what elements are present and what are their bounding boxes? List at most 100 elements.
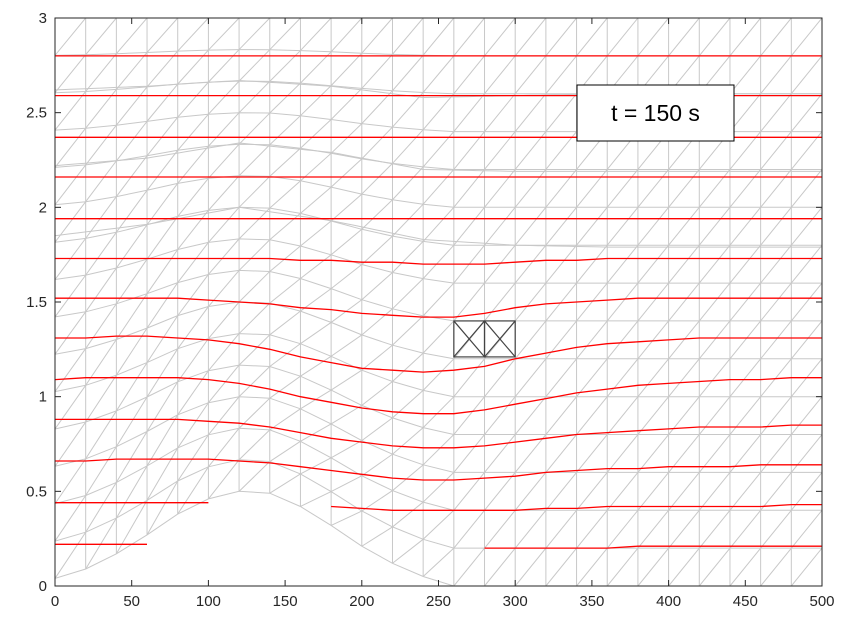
- mesh-diagonal: [484, 472, 516, 511]
- mesh-diagonal: [392, 315, 424, 346]
- mesh-diagonal: [361, 54, 393, 89]
- mesh-diagonal: [422, 472, 455, 503]
- mesh-diagonal: [422, 55, 455, 93]
- mesh-diagonal: [637, 320, 669, 360]
- mesh-diagonal: [422, 93, 455, 131]
- y-tick-label: 3: [39, 10, 47, 27]
- mesh-diagonal: [484, 547, 516, 586]
- mesh-diagonal: [514, 169, 547, 208]
- mesh-diagonal: [361, 453, 393, 477]
- mesh-diagonal: [392, 18, 424, 55]
- mesh-diagonal: [115, 396, 148, 447]
- mesh-diagonal: [760, 358, 792, 397]
- mesh-diagonal: [698, 282, 731, 322]
- mesh-diagonal: [115, 189, 148, 233]
- mesh-diagonal: [146, 282, 179, 329]
- mesh-diagonal: [330, 369, 363, 391]
- series-line: [55, 335, 822, 373]
- mesh-diagonal: [729, 396, 762, 435]
- mesh-diagonal: [392, 427, 424, 455]
- mesh-diagonal: [545, 282, 577, 322]
- mesh-diagonal: [392, 501, 424, 528]
- mesh-diagonal: [576, 169, 608, 208]
- x-tick-label: 200: [349, 593, 374, 610]
- mesh-diagonal: [361, 126, 393, 160]
- mesh-diagonal: [146, 348, 179, 398]
- mesh-diagonal: [637, 509, 669, 549]
- mesh-diagonal: [514, 18, 547, 57]
- mesh-diagonal: [392, 241, 424, 273]
- mesh-diagonal: [55, 348, 87, 392]
- mesh-diagonal: [85, 53, 117, 92]
- x-tick-label: 150: [273, 593, 298, 610]
- mesh-diagonal: [361, 490, 393, 512]
- mesh-diagonal: [85, 446, 117, 496]
- mesh-diagonal: [545, 547, 577, 586]
- mesh-diagonal: [637, 207, 669, 246]
- mesh-diagonal: [760, 55, 792, 95]
- mesh-diagonal: [330, 88, 363, 120]
- mesh-diagonal: [55, 91, 87, 131]
- mesh-diagonal: [453, 509, 485, 549]
- mesh-diagonal: [698, 396, 731, 435]
- mesh-diagonal: [361, 344, 393, 371]
- mesh-diagonal: [668, 509, 700, 549]
- mesh-diagonal: [55, 164, 87, 206]
- mesh-diagonal: [668, 244, 700, 284]
- mesh-diagonal: [300, 186, 332, 214]
- mesh-diagonal: [484, 509, 516, 549]
- mesh-diagonal: [453, 434, 485, 473]
- mesh-diagonal: [177, 113, 209, 151]
- mesh-diagonal: [729, 207, 762, 246]
- mesh-diagonal: [729, 547, 762, 586]
- mesh-diagonal: [545, 18, 577, 57]
- mesh-diagonal: [269, 343, 301, 367]
- series-line: [331, 503, 822, 511]
- mesh-diagonal: [300, 119, 332, 149]
- series-line: [55, 458, 822, 481]
- mesh-diagonal: [85, 124, 117, 166]
- mesh-diagonal: [85, 374, 117, 423]
- mesh-diagonal: [330, 264, 363, 290]
- mesh-diagonal: [545, 472, 577, 511]
- mesh-diagonal: [208, 364, 240, 404]
- series-line: [55, 418, 822, 449]
- mesh-diagonal: [55, 18, 87, 56]
- mesh-diagonal: [576, 244, 608, 284]
- mesh-diagonal: [606, 207, 639, 246]
- mesh-diagonal: [55, 274, 87, 318]
- mesh-diagonal: [576, 18, 608, 57]
- x-tick-label: 250: [426, 593, 451, 610]
- mesh-diagonal: [238, 302, 271, 334]
- mesh-diagonal: [760, 509, 792, 549]
- y-tick-label: 2.5: [26, 105, 47, 122]
- mesh-diagonal: [514, 320, 547, 360]
- mesh-diagonal: [453, 282, 485, 322]
- x-tick-label: 0: [51, 593, 59, 610]
- mesh-diagonal: [269, 18, 301, 51]
- mesh-diagonal: [637, 358, 669, 397]
- mesh-diagonal: [177, 18, 209, 52]
- mesh-diagonal: [576, 282, 608, 322]
- mesh-diagonal: [422, 396, 455, 428]
- mesh-diagonal: [238, 112, 271, 145]
- mesh-diagonal: [760, 320, 792, 360]
- mesh-diagonal: [668, 320, 700, 360]
- mesh-diagonal: [576, 396, 608, 435]
- mesh-diagonal: [330, 510, 363, 526]
- mesh-diagonal: [545, 396, 577, 435]
- mesh-diagonal: [55, 421, 87, 467]
- mesh-diagonal: [606, 547, 639, 586]
- mesh-diagonal: [392, 538, 424, 564]
- mesh-diagonal: [300, 423, 332, 442]
- mesh-diagonal: [269, 213, 301, 241]
- mesh-diagonal: [208, 459, 240, 500]
- mesh-diagonal: [146, 18, 179, 53]
- mesh-diagonal: [238, 366, 271, 398]
- mesh-diagonal: [85, 160, 117, 202]
- mesh-diagonal: [576, 472, 608, 511]
- mesh-diagonal: [760, 18, 792, 57]
- mesh-diagonal: [146, 216, 179, 260]
- mesh-surface-line: [55, 206, 822, 248]
- mesh-diagonal: [514, 244, 547, 284]
